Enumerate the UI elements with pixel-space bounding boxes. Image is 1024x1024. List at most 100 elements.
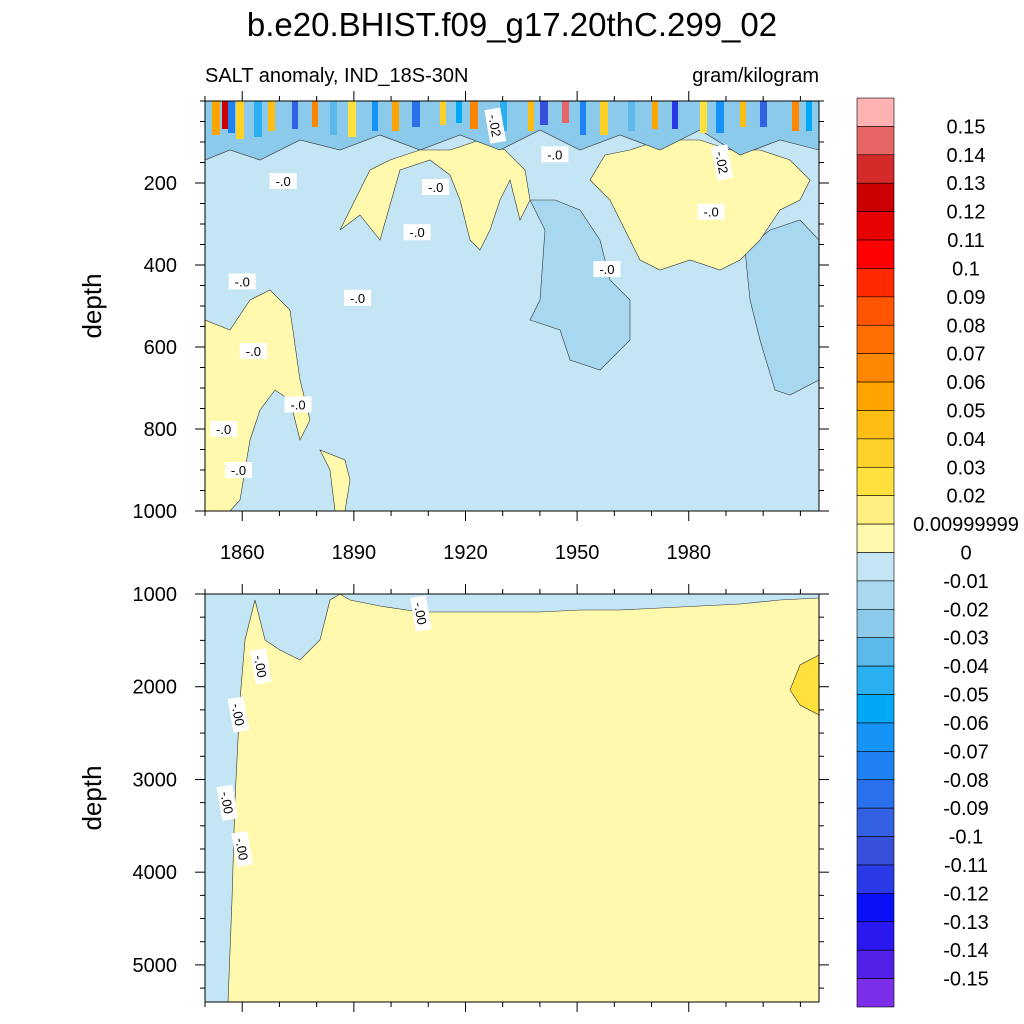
contour-label-text: -.00 <box>229 702 248 727</box>
y-tick-label: 1000 <box>133 584 178 606</box>
contour-label-text: -.0 <box>290 397 305 412</box>
contour-label-bg <box>422 179 450 196</box>
contour-label-text: -.0 <box>350 291 365 306</box>
colorbar-swatch <box>856 126 895 156</box>
contour-label-text: -.0 <box>428 180 443 195</box>
colorbar-label: 0.09 <box>947 287 986 309</box>
colorbar-swatch <box>856 381 895 411</box>
lower-plot-frame <box>204 593 820 1003</box>
upper-surface-warm-patches <box>212 101 799 139</box>
lower-y-ticks: 1000 2000 3000 4000 5000 <box>133 584 829 989</box>
contour-label-bg <box>711 144 734 181</box>
colorbar-label: 0.12 <box>947 202 986 224</box>
contour-label-bg <box>403 224 431 241</box>
contour-label: -.00 <box>216 784 239 821</box>
colorbar-label: 0.13 <box>947 173 986 195</box>
x-tick-label: 1890 <box>332 542 377 564</box>
y-tick-label: 2000 <box>133 677 178 699</box>
contour-label-bg <box>231 830 254 868</box>
x-tick-label: 1980 <box>667 542 712 564</box>
colorbar-label: 0.07 <box>947 344 986 366</box>
colorbar-label: -0.08 <box>943 770 989 792</box>
contour-label: -.0 <box>344 289 372 306</box>
colorbar-swatch <box>856 552 895 582</box>
lower-right-positive-patch <box>789 654 819 716</box>
colorbar-label: -0.11 <box>944 855 988 877</box>
contour-label-bg <box>409 595 432 632</box>
colorbar-swatch <box>856 523 895 553</box>
colorbar-swatch <box>856 893 895 923</box>
contour-label-text: -.02 <box>712 150 731 175</box>
upper-positive-region-left <box>205 289 311 511</box>
contour-label-text: -.00 <box>251 654 270 679</box>
colorbar-label: 0.11 <box>947 230 984 252</box>
contour-label-text: -.0 <box>410 225 425 240</box>
upper-surface-band <box>205 101 819 161</box>
x-tick-label: 1860 <box>220 542 265 564</box>
upper-y-ticks: 200 400 600 800 1000 <box>133 100 829 523</box>
contour-label-bg <box>228 273 256 290</box>
colorbar-swatch <box>856 864 895 894</box>
contour-label-bg <box>484 107 507 144</box>
contour-label: -.00 <box>249 648 272 685</box>
colorbar-swatch <box>856 211 895 241</box>
contour-label-bg <box>239 343 267 360</box>
lower-background-fill <box>205 594 819 1002</box>
y-tick-label: 4000 <box>133 862 178 884</box>
contour-label-text: -.02 <box>485 113 504 138</box>
colorbar-swatch <box>856 949 895 979</box>
contour-label-text: -.0 <box>276 174 291 189</box>
colorbar-swatch <box>856 779 895 809</box>
contour-label: -.00 <box>409 595 432 632</box>
lower-negative-region <box>205 594 819 1002</box>
contour-label: -.0 <box>403 224 431 241</box>
colorbar: 0.15 0.14 0.13 0.12 0.11 0.1 0.09 0.08 0.07 0.06 0… <box>856 97 1019 1008</box>
contour-label-bg <box>593 261 621 278</box>
contour-label: -.02 <box>484 107 507 144</box>
colorbar-label: 0.15 <box>947 116 986 138</box>
y-tick-label: 3000 <box>133 769 178 791</box>
colorbar-label: 0.04 <box>947 429 986 451</box>
y-tick-label: 1000 <box>133 501 178 523</box>
contour-label-bg <box>216 784 239 821</box>
colorbar-label: -0.07 <box>943 741 989 763</box>
upper-y-axis-label: depth <box>77 273 107 338</box>
colorbar-swatch <box>856 978 895 1008</box>
contour-label-text: -.00 <box>218 790 237 815</box>
chart-title: b.e20.BHIST.f09_g17.20thC.299_02 <box>247 6 777 43</box>
colorbar-swatch <box>856 410 895 440</box>
contour-label: -.0 <box>422 179 450 196</box>
colorbar-label: 0.05 <box>947 400 986 422</box>
contour-label-bg <box>541 146 569 163</box>
colorbar-swatch <box>856 353 895 383</box>
upper-x-ticks: 1860 1890 1920 1950 1980 <box>204 91 801 564</box>
contour-label-bg <box>227 696 250 733</box>
contour-label-text: -.0 <box>231 463 246 478</box>
contour-label: -.0 <box>228 273 256 290</box>
colorbar-label: 0.03 <box>947 457 986 479</box>
colorbar-swatch <box>856 637 895 667</box>
contour-label: -.0 <box>697 203 725 220</box>
chart-subtitle-left: SALT anomaly, IND_18S-30N <box>205 65 468 87</box>
colorbar-swatch <box>856 154 895 184</box>
contour-label-bg <box>210 421 238 437</box>
colorbar-swatch <box>856 182 895 212</box>
colorbar-swatch <box>856 722 895 752</box>
lower-x-ticks <box>204 584 801 1012</box>
upper-surface-cold-patches <box>228 101 812 137</box>
colorbar-swatch <box>856 694 895 724</box>
contour-label-bg <box>284 396 312 413</box>
contour-label-text: -.00 <box>232 837 251 862</box>
colorbar-label: -0.04 <box>943 656 989 678</box>
colorbar-swatch <box>856 466 895 496</box>
colorbar-label: -0.03 <box>943 628 989 650</box>
contour-label-text: -.0 <box>599 262 614 277</box>
contour-label-text: -.0 <box>235 274 250 289</box>
x-tick-label: 1920 <box>443 542 488 564</box>
upper-deep-negative-region-right <box>744 219 819 396</box>
contour-label-text: -.0 <box>703 205 718 220</box>
contour-label: -.0 <box>541 146 569 163</box>
contour-label: -.00 <box>231 830 254 868</box>
colorbar-label: -0.14 <box>943 940 989 962</box>
